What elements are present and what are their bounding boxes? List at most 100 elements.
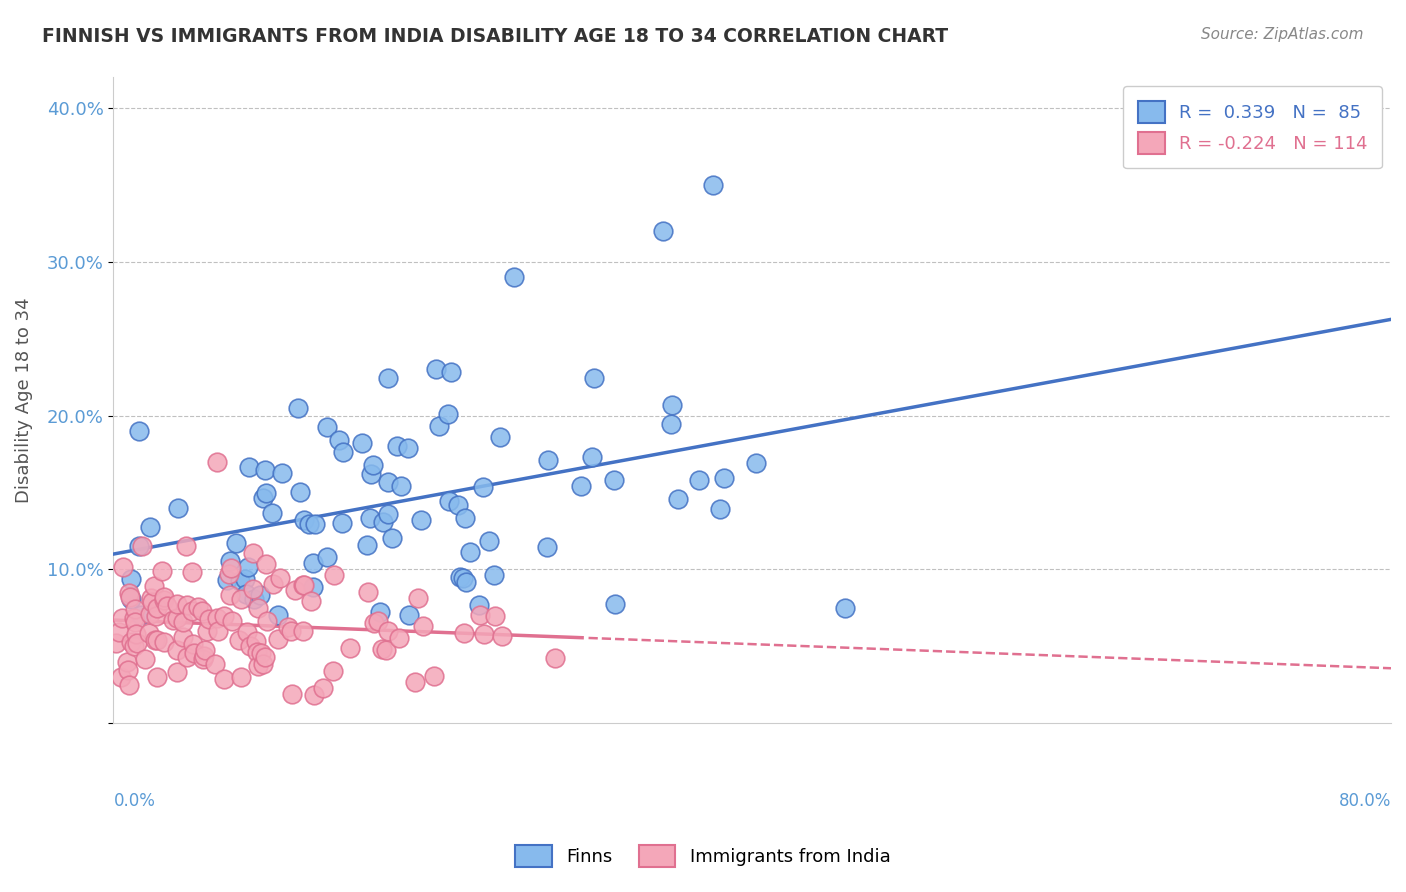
Point (453, 625, 475, 640)
Point (253, 650, 276, 665)
Point (437, 407, 460, 421)
Point (245, 633, 267, 648)
Point (269, 571, 291, 585)
Point (166, 501, 188, 516)
Point (176, 598, 198, 612)
Point (205, 611, 228, 625)
Point (156, 599, 179, 613)
Point (125, 636, 148, 650)
Point (398, 608, 420, 623)
Point (195, 624, 218, 638)
Point (536, 541, 558, 555)
Point (218, 566, 240, 581)
Point (603, 473, 626, 487)
Point (322, 664, 344, 678)
Point (181, 565, 204, 579)
Point (143, 633, 166, 648)
Point (569, 479, 592, 493)
Point (112, 560, 135, 574)
Point (252, 491, 274, 505)
Point (292, 624, 315, 638)
Point (180, 604, 202, 618)
Point (142, 579, 165, 593)
Point (139, 591, 162, 605)
Point (425, 362, 447, 376)
Point (239, 639, 262, 653)
Point (243, 591, 266, 606)
Point (236, 624, 259, 639)
Point (484, 608, 506, 623)
Point (357, 585, 380, 599)
Point (194, 643, 217, 657)
Point (302, 556, 325, 570)
Point (187, 599, 209, 614)
Point (834, 600, 856, 615)
Point (458, 544, 481, 558)
Point (478, 534, 501, 549)
Point (191, 604, 214, 618)
Point (131, 539, 153, 553)
Point (108, 625, 131, 640)
Text: Source: ZipAtlas.com: Source: ZipAtlas.com (1201, 27, 1364, 42)
Point (330, 516, 353, 531)
Point (134, 652, 156, 666)
Point (659, 417, 682, 432)
Point (124, 602, 146, 616)
Point (254, 557, 277, 571)
Point (377, 624, 399, 639)
Point (115, 655, 138, 669)
Point (468, 598, 491, 612)
Point (666, 492, 689, 507)
Point (173, 615, 195, 630)
Legend: Finns, Immigrants from India: Finns, Immigrants from India (508, 838, 898, 874)
Point (236, 560, 259, 574)
Point (468, 608, 491, 623)
Point (267, 608, 290, 623)
Point (117, 663, 139, 677)
Point (360, 467, 382, 481)
Point (138, 625, 160, 640)
Point (312, 681, 335, 695)
Point (247, 601, 270, 615)
Point (193, 652, 215, 666)
Point (328, 433, 350, 447)
Point (152, 593, 174, 607)
Point (207, 624, 229, 638)
Point (363, 616, 385, 631)
Point (271, 466, 294, 480)
Point (449, 569, 471, 583)
Point (193, 648, 215, 663)
Point (145, 601, 167, 615)
Point (152, 590, 174, 604)
Point (205, 455, 228, 469)
Point (120, 635, 142, 649)
Point (408, 591, 430, 605)
Point (212, 609, 235, 624)
Point (172, 630, 194, 644)
Point (277, 620, 299, 634)
Point (238, 459, 260, 474)
Point (231, 670, 253, 684)
Point (299, 594, 322, 608)
Point (129, 607, 152, 622)
Point (260, 506, 283, 520)
Point (118, 586, 141, 600)
Point (380, 531, 402, 545)
Point (304, 517, 326, 532)
Point (287, 401, 309, 415)
Text: 80.0%: 80.0% (1339, 792, 1391, 810)
Point (128, 539, 150, 553)
Text: FINNISH VS IMMIGRANTS FROM INDIA DISABILITY AGE 18 TO 34 CORRELATION CHART: FINNISH VS IMMIGRANTS FROM INDIA DISABIL… (42, 27, 948, 45)
Point (412, 619, 434, 633)
Point (581, 450, 603, 464)
Point (235, 572, 257, 586)
Point (242, 582, 264, 596)
Point (267, 632, 290, 646)
Point (225, 536, 247, 550)
Point (110, 670, 132, 684)
Point (246, 645, 269, 659)
Point (111, 611, 134, 625)
Point (377, 507, 399, 521)
Point (146, 633, 169, 648)
Point (454, 510, 477, 524)
